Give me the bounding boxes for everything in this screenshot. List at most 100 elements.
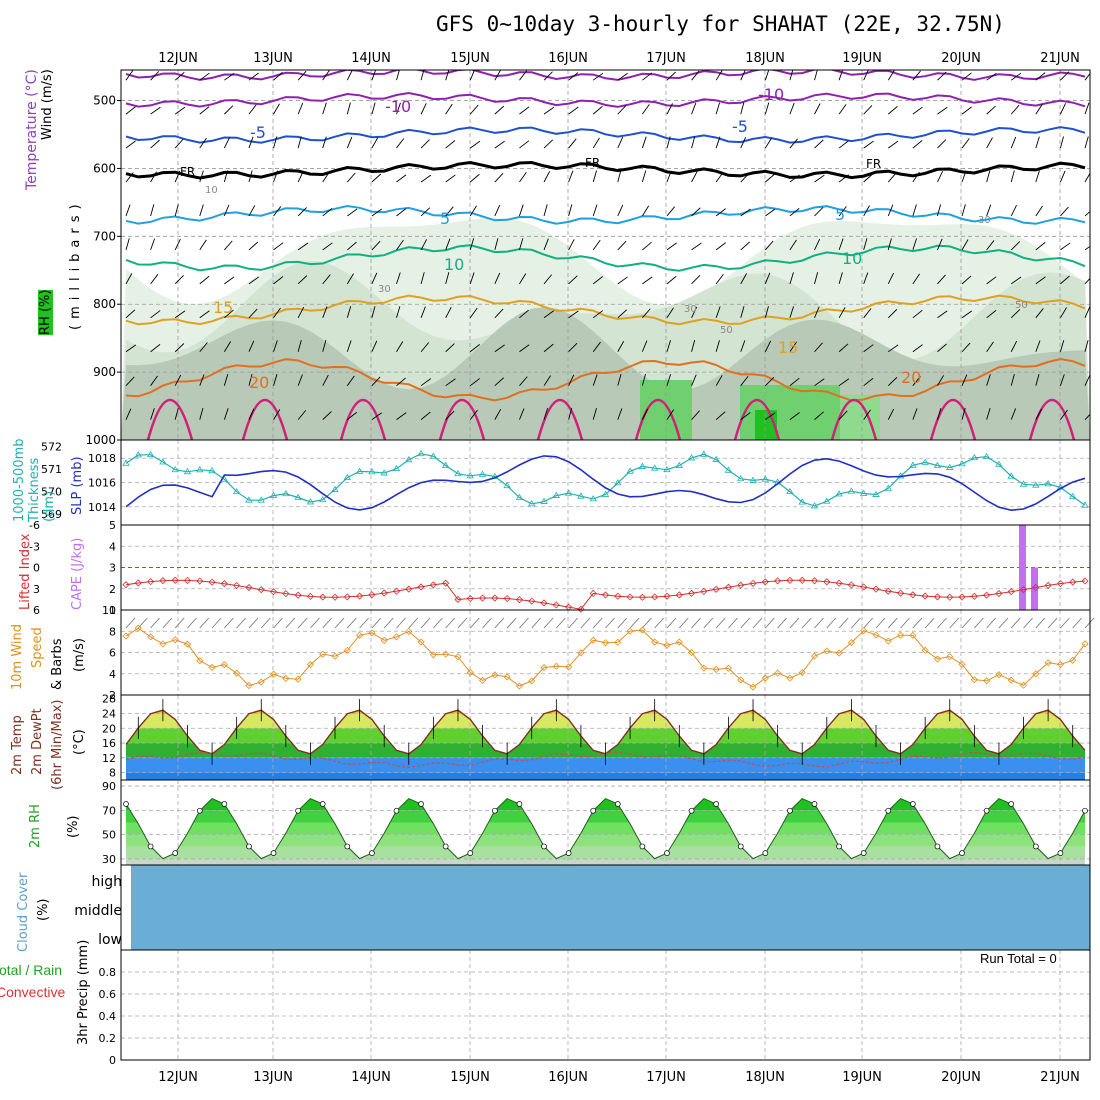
wind-barb [420, 272, 425, 284]
wind-barb [273, 170, 278, 183]
li-point [909, 591, 917, 599]
rh-tick: 90 [102, 780, 116, 793]
temp-band [126, 757, 1085, 773]
wind-barb [519, 408, 525, 420]
date-label-top: 12JUN [158, 51, 198, 66]
wind-barb [199, 275, 210, 285]
rh-band [126, 834, 1085, 847]
wind-barb [814, 617, 824, 629]
wind-barb [617, 617, 628, 629]
wind-barb [1035, 340, 1041, 352]
thickness-point [245, 496, 253, 503]
li-point [429, 581, 437, 589]
isotherm-label: 20 [901, 368, 921, 387]
wind-barb [199, 342, 208, 353]
thickness-point [552, 491, 561, 498]
wind-barb [912, 617, 923, 629]
wind-barb [543, 310, 554, 319]
wind-barb [678, 617, 689, 629]
isotherm-minus5 [125, 126, 1086, 144]
wind-barb [322, 374, 329, 386]
wind-barb [740, 306, 745, 318]
wind-barb [838, 140, 849, 149]
wind-barb [519, 376, 528, 386]
thickness-point [306, 498, 315, 505]
wind-barb [371, 617, 382, 629]
rh-band [126, 822, 1085, 835]
wind-barb [764, 340, 772, 352]
wind-speed-point [454, 653, 462, 661]
rh-point [418, 801, 424, 807]
wind-speed-point [1032, 670, 1040, 678]
wind-barb [691, 275, 701, 285]
wind-barb [912, 344, 923, 353]
li-point [823, 578, 831, 586]
wind-barb [555, 617, 566, 629]
wind-barb [937, 238, 943, 251]
wind-barb [125, 309, 136, 319]
wind-barb [887, 272, 895, 285]
wind-barb [150, 204, 155, 217]
wind-barb [986, 276, 997, 285]
upper-air-plot [121, 70, 1090, 440]
isotherm-minus15 [125, 70, 1086, 81]
wind-speed-point [392, 633, 401, 641]
wind-barb [322, 274, 331, 285]
wind-barb [765, 376, 775, 387]
wind-barb [1010, 373, 1015, 386]
wind-barb [715, 617, 726, 629]
wind-barb [617, 204, 624, 217]
wind-speed-point [1044, 659, 1052, 667]
wind-barb [174, 170, 181, 183]
wind-barb [887, 309, 898, 319]
wind-barb [248, 72, 259, 81]
rh-contour-label: 30 [378, 284, 391, 295]
upper-y-tick: 900 [93, 365, 116, 379]
li-point [786, 576, 794, 584]
upper-y-tick: 600 [93, 161, 116, 175]
wind-speed-point [1007, 676, 1015, 684]
wind-tick: 2 [109, 689, 116, 702]
wind-barb [396, 306, 401, 318]
wind-barb [777, 617, 787, 629]
cloud-unit: (%) [36, 898, 51, 922]
wind-barb [961, 72, 972, 81]
li-point [282, 590, 290, 598]
thickness-point [737, 474, 745, 482]
li-point [712, 585, 720, 593]
wind-barb [519, 273, 527, 285]
wind-barb [887, 172, 897, 183]
wind-barb [371, 102, 376, 115]
wind-speed-point [245, 682, 253, 690]
label-upper-1: Temperature (°C) [24, 69, 40, 190]
cape-tick: 1 [109, 604, 116, 617]
wind-barb [273, 71, 283, 81]
wind-barb [519, 171, 527, 183]
wind-speed-point [700, 664, 708, 672]
li-point [933, 593, 942, 601]
wind10-label-c: & Barbs [50, 638, 65, 690]
wind-barb [199, 106, 210, 115]
wind-barb [322, 102, 327, 115]
rh-point [467, 850, 474, 856]
wind-barb [371, 306, 376, 318]
wind-speed-point [356, 631, 364, 639]
wind-barb [273, 242, 284, 251]
cape-tick: 5 [109, 519, 116, 532]
wind-speed-point [417, 638, 425, 646]
wind-barb [469, 617, 480, 629]
wind-barb [1084, 72, 1090, 81]
wind-barb [371, 70, 377, 81]
wind-speed-point [946, 653, 954, 661]
rh-point [959, 850, 965, 856]
date-label-bottom: 21JUN [1040, 1070, 1080, 1085]
li-point [220, 580, 228, 588]
wind-barb [445, 103, 453, 115]
date-label-top: 14JUN [351, 51, 391, 66]
li-point [626, 593, 634, 601]
wind-barb [199, 137, 207, 149]
wind-barb [875, 617, 886, 629]
li-point [257, 586, 265, 594]
wind-barb [347, 411, 358, 420]
wind-barb [297, 171, 304, 183]
